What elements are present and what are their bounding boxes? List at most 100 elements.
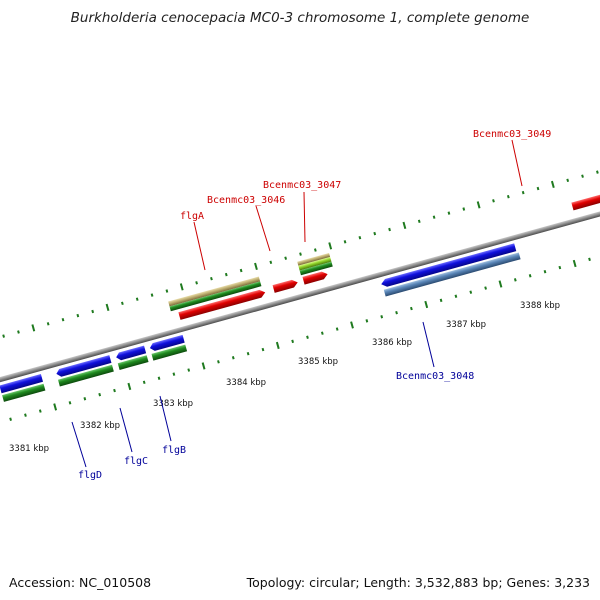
gene-label-flgA[interactable]: flgA (180, 211, 204, 222)
lower-tick (528, 274, 532, 278)
accession-text: Accession: NC_010508 (9, 575, 152, 590)
upper-tick (91, 309, 95, 314)
lower-tick (142, 380, 146, 385)
upper-tick (328, 242, 333, 250)
upper-tick (299, 252, 302, 256)
kbp-label-3383: 3383 kbp (153, 399, 193, 409)
upper-tick (269, 260, 273, 265)
kbp-label-3388: 3388 kbp (520, 301, 560, 311)
leader-flgA (193, 221, 206, 271)
upper-tick (179, 283, 184, 291)
gene-label-bcenmc03-3047[interactable]: Bcenmc03_3047 (263, 180, 341, 191)
cds-bcenmc03-3047[interactable] (302, 270, 328, 285)
pseudo-feature[interactable] (168, 276, 261, 307)
upper-tick (373, 231, 377, 236)
upper-tick (284, 256, 288, 260)
upper-tick (417, 219, 421, 224)
lower-tick (231, 356, 235, 360)
lower-tick (454, 294, 458, 298)
upper-tick-row (2, 170, 599, 338)
upper-tick (596, 170, 599, 174)
gene-label-bcenmc03-3049[interactable]: Bcenmc03_3049 (473, 129, 551, 140)
gene-label-bcenmc03-3046[interactable]: Bcenmc03_3046 (207, 195, 285, 206)
upper-tick (313, 248, 317, 252)
map-track-group (0, 170, 600, 421)
kbp-label-3387: 3387 kbp (446, 320, 486, 330)
gene-label-bcenmc03-3048[interactable]: Bcenmc03_3048 (396, 371, 474, 382)
lower-tick (98, 392, 102, 397)
topology-text: Topology: circular; Length: 3,532,883 bp… (246, 575, 590, 590)
lower-tick (291, 339, 295, 344)
cds-flgD[interactable] (55, 355, 112, 378)
lower-tick (187, 368, 191, 372)
upper-tick (76, 313, 80, 318)
lower-tick (365, 319, 369, 323)
lower-tick (9, 417, 12, 421)
upper-tick (239, 268, 243, 273)
cds-flgA[interactable] (178, 289, 266, 320)
upper-tick (521, 190, 525, 195)
gene-rev-left[interactable] (2, 383, 46, 402)
upper-tick (2, 334, 5, 338)
cds-bcenmc03-3049[interactable] (571, 186, 600, 211)
cds-bcenmc03-3048[interactable] (380, 243, 517, 288)
gene-flgB[interactable] (151, 344, 188, 361)
upper-tick (476, 201, 481, 209)
upper-tick (254, 262, 258, 271)
upper-tick (402, 221, 407, 230)
gene-flgC[interactable] (117, 355, 149, 370)
upper-tick (447, 211, 451, 215)
cds-flgB[interactable] (149, 334, 185, 352)
gene-label-flgB[interactable]: flgB (162, 445, 186, 456)
misc-feature[interactable] (298, 256, 332, 271)
lower-tick (24, 413, 27, 417)
upper-tick (550, 180, 555, 189)
upper-tick (566, 178, 570, 183)
lower-tick (498, 280, 503, 288)
gene-flgA[interactable] (169, 281, 262, 312)
upper-tick (17, 330, 20, 334)
gene-label-flgD[interactable]: flgD (78, 470, 102, 481)
cds-bcenmc03-3046[interactable] (272, 279, 299, 293)
cds-flgC[interactable] (115, 345, 147, 362)
lower-tick (588, 257, 591, 262)
lower-tick-row (9, 257, 591, 421)
lower-tick (424, 300, 429, 309)
leader-bcenmc03-3049 (511, 139, 523, 187)
lower-tick (83, 397, 87, 401)
upper-tick (150, 293, 154, 297)
rna-bcenmc03-3048[interactable] (383, 252, 521, 297)
upper-tick (492, 199, 495, 203)
upper-tick (61, 317, 65, 322)
lower-tick (217, 360, 220, 364)
kbp-label-3381: 3381 kbp (9, 444, 49, 454)
upper-tick (432, 215, 436, 219)
upper-tick (462, 207, 466, 211)
upper-tick (224, 272, 228, 277)
lower-tick (572, 259, 577, 268)
gene-flgD[interactable] (57, 364, 114, 387)
upper-tick (121, 301, 124, 306)
lower-tick (350, 321, 354, 329)
lower-tick (484, 286, 487, 290)
lower-tick (275, 341, 280, 350)
lower-tick (380, 315, 384, 319)
upper-tick (105, 303, 110, 312)
gene-bcenmc03-3047[interactable] (299, 261, 333, 276)
misc-feature-upper[interactable] (297, 252, 331, 266)
leader-flgC (119, 407, 133, 453)
leader-bcenmc03-3047 (303, 191, 306, 243)
gene-label-flgC[interactable]: flgC (124, 456, 148, 467)
upper-tick (581, 174, 584, 178)
upper-tick (506, 195, 510, 199)
lower-tick (157, 376, 161, 380)
upper-tick (46, 322, 50, 326)
lower-tick (261, 347, 265, 352)
leader-flgB (159, 395, 172, 442)
kbp-label-3382: 3382 kbp (80, 421, 120, 431)
lower-tick (395, 310, 398, 315)
kbp-label-3386: 3386 kbp (372, 338, 412, 348)
lower-tick (127, 382, 132, 391)
cds-rev-left[interactable] (0, 374, 44, 394)
